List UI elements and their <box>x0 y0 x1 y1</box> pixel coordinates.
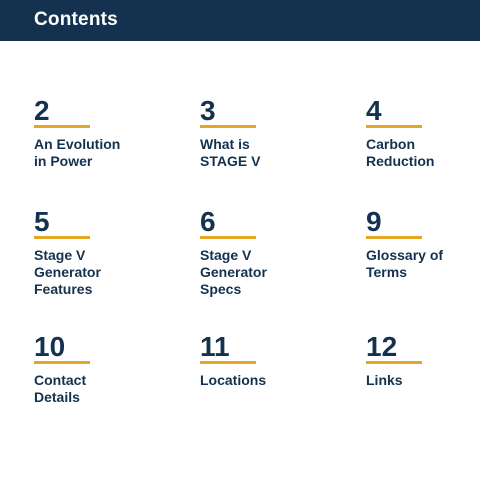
page-title: Contents <box>34 9 118 30</box>
contents-item[interactable]: 11 Locations <box>200 333 330 389</box>
accent-rule <box>34 236 90 239</box>
page-number: 10 <box>34 331 66 362</box>
accent-rule <box>366 236 422 239</box>
contents-item[interactable]: 3 What is STAGE V <box>200 97 330 170</box>
section-title: What is STAGE V <box>200 136 261 169</box>
section-title: Stage V Generator Features <box>34 247 101 297</box>
contents-item[interactable]: 12 Links <box>366 333 480 389</box>
contents-item[interactable]: 6 Stage V Generator Specs <box>200 208 330 298</box>
accent-rule <box>366 361 422 364</box>
section-title: Links <box>366 372 403 388</box>
header-bar: Contents <box>0 0 480 41</box>
section-title: Contact Details <box>34 372 87 405</box>
accent-rule <box>200 125 256 128</box>
contents-item[interactable]: 5 Stage V Generator Features <box>34 208 164 298</box>
page-number: 12 <box>366 331 398 362</box>
accent-rule <box>34 361 90 364</box>
page-number: 2 <box>34 95 50 126</box>
contents-item[interactable]: 9 Glossary of Terms <box>366 208 480 281</box>
section-title: Glossary of Terms <box>366 247 444 280</box>
section-title: An Evolution in Power <box>34 136 121 169</box>
page-number: 4 <box>366 95 382 126</box>
accent-rule <box>366 125 422 128</box>
section-title: Stage V Generator Specs <box>200 247 267 297</box>
page-number: 9 <box>366 206 382 237</box>
accent-rule <box>34 125 90 128</box>
page-number: 11 <box>200 331 230 362</box>
accent-rule <box>200 361 256 364</box>
contents-item[interactable]: 2 An Evolution in Power <box>34 97 164 170</box>
page-number: 6 <box>200 206 216 237</box>
page-number: 3 <box>200 95 216 126</box>
page-number: 5 <box>34 206 50 237</box>
section-title: Locations <box>200 372 267 388</box>
contents-item[interactable]: 10 Contact Details <box>34 333 164 406</box>
section-title: Carbon Reduction <box>366 136 435 169</box>
accent-rule <box>200 236 256 239</box>
contents-item[interactable]: 4 Carbon Reduction <box>366 97 480 170</box>
